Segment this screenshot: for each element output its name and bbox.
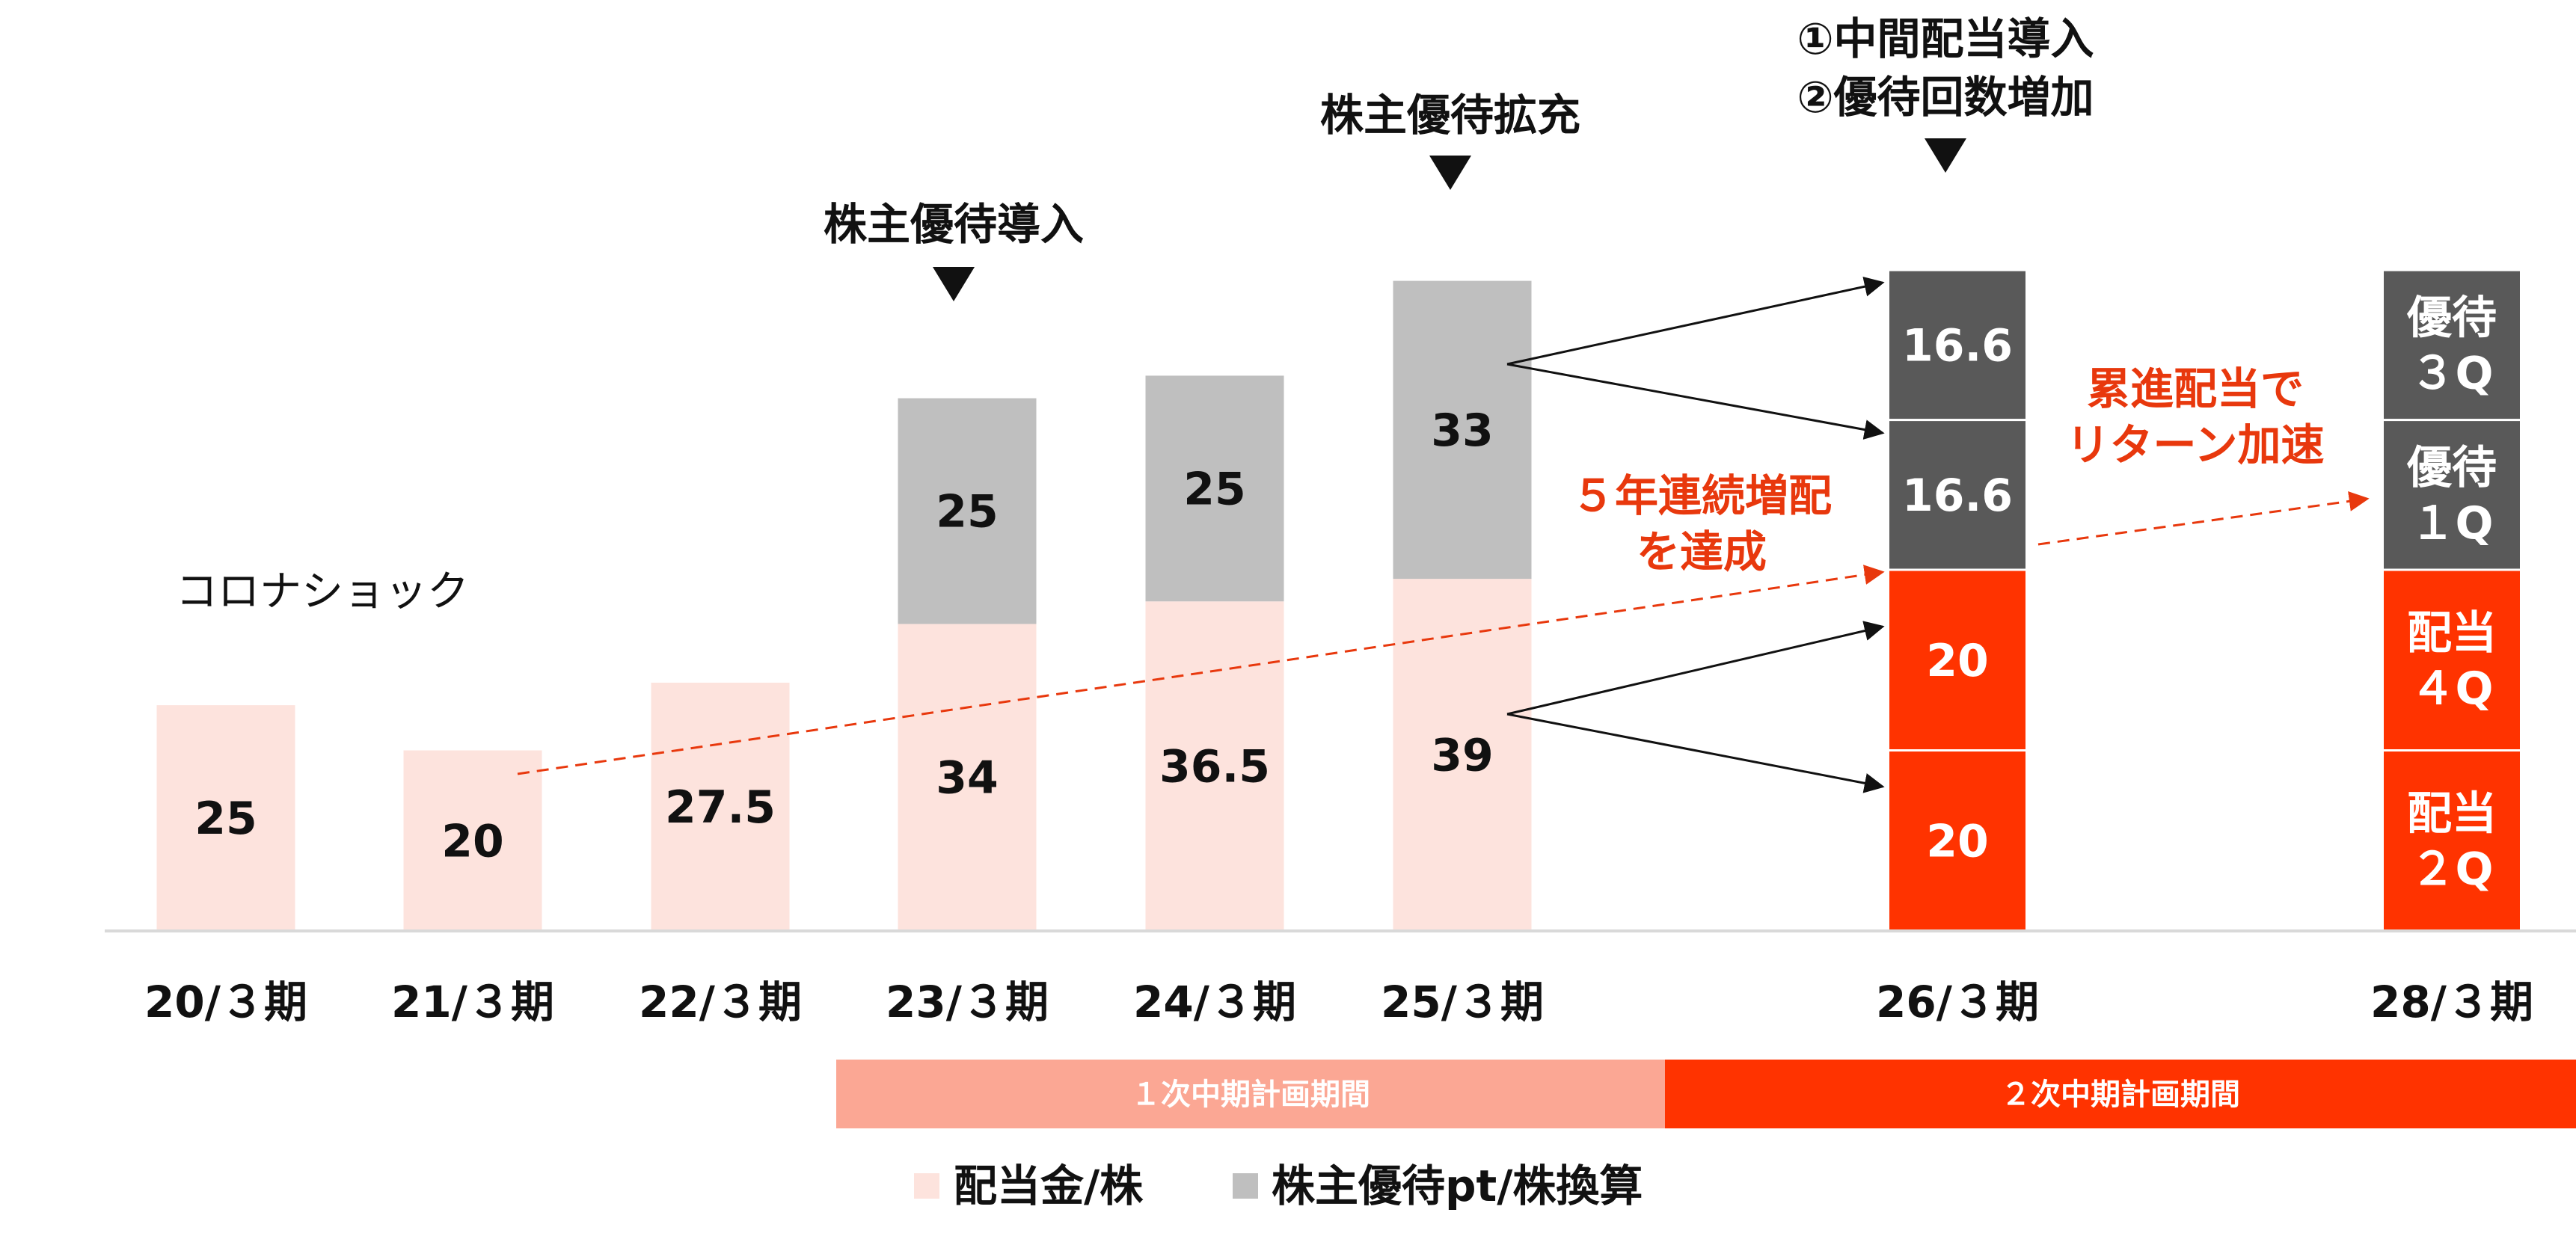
annotation-increase-line1: ５年連続増配 xyxy=(1571,470,1832,521)
data-label-benefit-4: 25 xyxy=(1183,463,1246,515)
data-label-benefit-a-6: 16.6 xyxy=(1902,470,2013,522)
event-label-25: 株主優待拡充 xyxy=(1320,90,1580,141)
annotation-increase-line2: を達成 xyxy=(1637,526,1767,577)
data-label-dividend-a-7-line1: 配当 xyxy=(2407,787,2497,840)
annotation-corona: コロナショック xyxy=(176,568,469,616)
x-tick-labels: 20/３期 21/３期 22/３期 23/３期 24/３期 25/３期 26/３期 28/３期 xyxy=(144,977,2533,1027)
annotation-progressive-line1: 累進配当で xyxy=(2087,363,2304,414)
event-marker-23 xyxy=(933,267,975,301)
data-label-dividend-a-7-line2: ２Q xyxy=(2410,843,2493,895)
trend-arrow-2 xyxy=(2037,491,2370,546)
data-label-dividend-4: 36.5 xyxy=(1159,741,1270,793)
bar-benefit-a-7 xyxy=(2382,419,2522,571)
trend-arrows xyxy=(517,491,2370,775)
event-marker-26 xyxy=(1925,138,1966,173)
data-label-benefit-5: 33 xyxy=(1431,405,1494,457)
bar-dividend-b-7 xyxy=(2382,568,2522,751)
bar-dividend-0 xyxy=(156,705,295,931)
data-label-benefit-b-7-line2: ３Q xyxy=(2410,347,2493,399)
legend-label-dividend: 配当金/株 xyxy=(954,1161,1144,1211)
x-tick-label-4: 24/３期 xyxy=(1133,977,1296,1027)
x-tick-label-6: 26/３期 xyxy=(1876,977,2039,1027)
bar-dividend-1 xyxy=(403,750,542,931)
x-tick-label-5: 25/３期 xyxy=(1381,977,1544,1027)
trend-arrow-1 xyxy=(517,565,1885,775)
period-label-2: ２次中期計画期間 xyxy=(2001,1078,2240,1112)
bars-layer xyxy=(156,268,2522,932)
arrow-dividend-to-2q xyxy=(1506,713,1885,793)
bar-dividend-2 xyxy=(651,682,790,931)
bar-dividend-3 xyxy=(898,624,1037,931)
arrow-benefit-to-1q xyxy=(1506,276,1885,366)
data-label-dividend-b-6: 20 xyxy=(1926,635,1989,687)
x-tick-label-7: 28/３期 xyxy=(2370,977,2533,1027)
data-label-dividend-2: 27.5 xyxy=(665,781,776,834)
data-label-dividend-1: 20 xyxy=(441,815,504,867)
bar-benefit-b-6 xyxy=(1887,268,2028,422)
period-band-1 xyxy=(836,1060,1665,1128)
bar-dividend-5 xyxy=(1393,579,1532,931)
data-label-benefit-3: 25 xyxy=(936,486,999,538)
legend-swatch-dividend xyxy=(914,1173,939,1199)
event-label-23: 株主優待導入 xyxy=(824,199,1084,250)
arrow-benefit-to-3q xyxy=(1506,363,1885,440)
legend-label-benefit: 株主優待pt/株換算 xyxy=(1272,1161,1643,1211)
x-tick-label-1: 21/３期 xyxy=(391,977,554,1027)
arrow-dividend-to-4q xyxy=(1506,621,1885,716)
bar-benefit-a-6 xyxy=(1887,419,2028,571)
bar-dividend-a-6 xyxy=(1887,749,2028,932)
data-label-benefit-a-7-line1: 優待 xyxy=(2406,442,2497,494)
data-label-dividend-3: 34 xyxy=(936,752,999,805)
annotation-arrows xyxy=(1506,276,1885,793)
data-labels-layer: 25 2027.5342536.5253933202016.616.6配当２Q配当… xyxy=(194,292,2497,895)
data-label-dividend-a-6: 20 xyxy=(1926,815,1989,867)
event-label-26-line2: ②優待回数増加 xyxy=(1797,72,2094,123)
data-label-benefit-a-7-line2: １Q xyxy=(2410,497,2493,550)
data-label-dividend-b-7-line1: 配当 xyxy=(2407,607,2497,660)
annotation-progressive-line2: リターン加速 xyxy=(2066,419,2324,470)
bar-benefit-4 xyxy=(1145,375,1284,602)
data-label-benefit-b-6: 16.6 xyxy=(1902,319,2013,372)
event-marker-25 xyxy=(1429,156,1471,190)
event-label-26-line1: ①中間配当導入 xyxy=(1797,13,2094,64)
x-tick-label-3: 23/３期 xyxy=(886,977,1049,1027)
data-label-dividend-b-7-line2: ４Q xyxy=(2410,663,2493,715)
bar-benefit-5 xyxy=(1393,280,1532,580)
x-tick-label-0: 20/３期 xyxy=(144,977,307,1027)
x-tick-label-2: 22/３期 xyxy=(639,977,802,1027)
data-label-dividend-5: 39 xyxy=(1431,730,1494,782)
data-label-benefit-b-7-line1: 優待 xyxy=(2406,292,2497,344)
bar-dividend-a-7 xyxy=(2382,749,2522,932)
bar-dividend-4 xyxy=(1145,601,1284,931)
period-band-2 xyxy=(1665,1060,2576,1128)
legend-swatch-benefit xyxy=(1233,1173,1258,1199)
bar-benefit-3 xyxy=(898,398,1037,624)
data-label-dividend-0: 25 xyxy=(194,793,257,845)
period-label-1: １次中期計画期間 xyxy=(1131,1078,1370,1112)
bar-dividend-b-6 xyxy=(1887,568,2028,751)
bar-benefit-b-7 xyxy=(2382,268,2522,422)
